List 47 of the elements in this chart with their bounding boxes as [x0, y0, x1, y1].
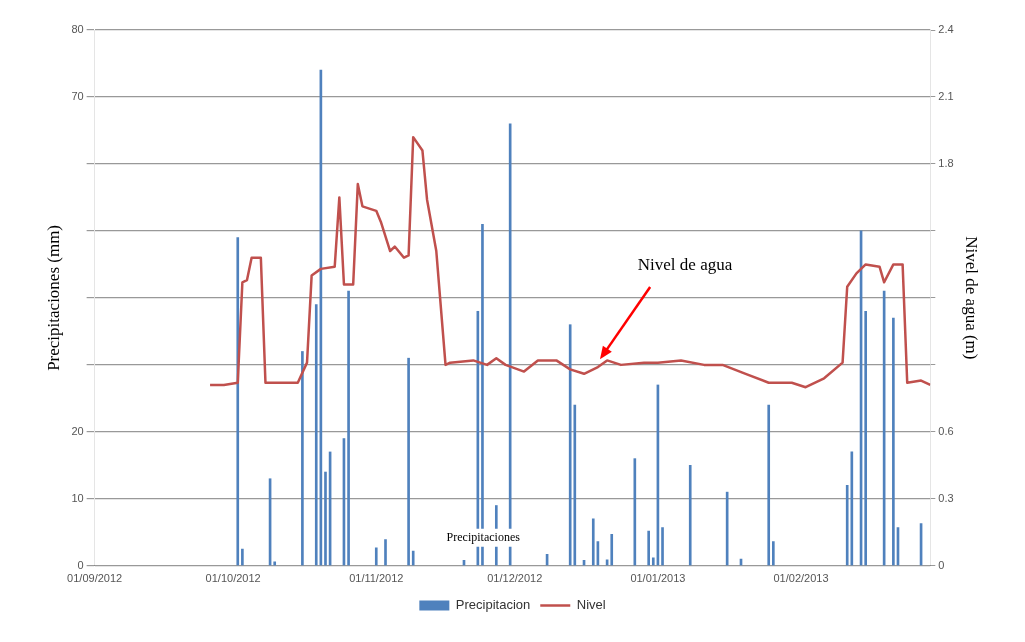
y2-axis-title: Nivel de agua (m)	[962, 236, 982, 360]
bar	[591, 518, 595, 566]
bar	[241, 548, 244, 566]
bar	[568, 324, 572, 566]
y2-tick-label: 2.1	[938, 90, 954, 103]
x-tick-label: 01/02/2013	[773, 572, 829, 585]
x-tick-label: 01/09/2012	[67, 572, 123, 585]
y-axis-title: Precipitaciones (mm)	[43, 224, 63, 371]
y-tick-label: 80	[71, 23, 84, 36]
y2-tick-label: 2.4	[938, 23, 954, 36]
bar	[892, 317, 895, 566]
bar	[347, 290, 350, 566]
y-tick-label: 10	[71, 491, 84, 504]
x-tick-label: 01/01/2013	[630, 572, 686, 585]
y2-tick-label: 0.3	[938, 491, 954, 504]
bar	[407, 357, 410, 566]
annotation: Precipitaciones	[446, 529, 521, 544]
x-tick-label: 01/12/2012	[487, 572, 543, 585]
bar	[374, 547, 378, 566]
y2-tick-label: 0	[938, 558, 945, 571]
bar	[236, 237, 240, 566]
bar	[273, 561, 277, 566]
bar	[324, 471, 327, 566]
x-tick-label: 01/11/2012	[349, 572, 404, 585]
bar	[314, 304, 318, 566]
annotation: Nivel de agua	[637, 255, 733, 275]
bar	[610, 533, 614, 566]
y-tick-label: 0	[77, 558, 84, 571]
bar	[850, 451, 854, 566]
y-tick-label: 70	[71, 90, 84, 103]
bar	[651, 557, 655, 566]
bar	[384, 539, 387, 566]
legend-label: Precipitacion	[455, 597, 531, 613]
y-tick-label: 20	[71, 424, 84, 437]
y2-tick-label: 0.6	[938, 424, 954, 437]
y2-tick-label: 1.8	[938, 156, 954, 169]
bar	[767, 404, 771, 566]
bar	[688, 465, 692, 566]
bar	[647, 530, 650, 566]
bar	[772, 541, 775, 566]
legend-label: Nivel	[576, 597, 606, 613]
bar	[301, 351, 304, 566]
bar	[633, 458, 637, 566]
bar	[864, 310, 867, 566]
bar	[661, 527, 664, 566]
bar	[411, 550, 415, 566]
x-tick-label: 01/10/2012	[205, 572, 261, 585]
